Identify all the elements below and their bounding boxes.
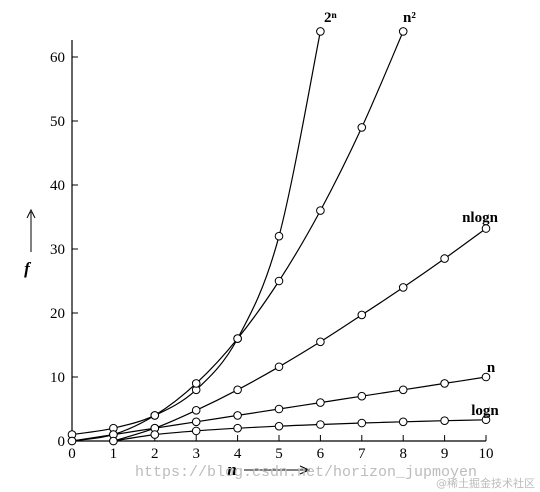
data-point-logn [233,423,242,433]
data-point-nlogn [481,224,491,233]
data-point-logn [440,416,449,426]
data-point-n [67,436,77,446]
y-tick-label: 30 [50,242,65,258]
x-tick-label: 10 [479,446,494,462]
data-point-n-squared [316,206,325,215]
curve-nlogn [113,228,487,442]
x-tick-label: 6 [317,446,325,462]
x-tick-label: 9 [441,446,449,462]
x-tick-label: 8 [399,446,407,462]
data-point-nlogn [274,362,284,372]
data-point-logn [274,421,284,431]
data-point-nlogn [316,337,325,347]
watermark-url: https://blog.csdn.net/horizon_jupmoyen [135,464,477,481]
data-point-n [191,417,201,427]
data-point-logn [481,415,491,425]
data-point-n [316,398,325,407]
series-label-n-squared: n² [403,10,416,26]
series-label-logn: logn [471,403,499,419]
data-point-logn [316,420,325,429]
data-point-2-pow-n [274,231,284,241]
axes: 0 1 2 3 4 5 6 7 8 9 10 0 10 20 30 40 50 60 f n [24,40,494,479]
data-point-logn [357,418,367,428]
x-tick-label: 7 [358,446,366,462]
data-point-logn [191,426,201,436]
data-point-n-squared [357,123,367,132]
data-point-n [233,411,242,420]
curve-logn [113,419,487,442]
curve-2-pow-n [71,31,321,436]
data-point-n [398,385,408,395]
x-axis-title: n [227,460,236,479]
x-tick-label: 0 [68,446,76,462]
data-point-n [481,372,491,382]
y-tick-label: 10 [50,370,65,386]
data-point-n-squared [274,276,284,286]
data-point-n [357,391,367,401]
y-tick-label: 40 [50,178,65,194]
x-tick-label: 5 [275,446,283,462]
data-point-logn [109,436,118,446]
data-point-nlogn [398,283,408,292]
data-point-nlogn [191,405,201,415]
x-tick-label: 1 [110,446,118,462]
y-tick-label: 50 [50,114,65,130]
data-point-logn [150,430,160,439]
y-tick-label: 20 [50,306,65,322]
x-tick-label: 2 [151,446,159,462]
data-point-n-squared [398,27,408,36]
data-point-nlogn [233,385,242,395]
x-tick-label: 3 [192,446,200,462]
y-axis-arrow-head [26,208,36,219]
y-tick-label: 0 [58,434,66,450]
data-point-logn [398,417,408,427]
data-point-nlogn [357,310,367,320]
y-tick-label: 60 [50,50,65,66]
data-point-2-pow-n [316,27,325,36]
series-curves [71,31,487,442]
data-point-n [440,379,449,388]
series-label-nlogn: nlogn [462,210,499,226]
curve-n-squared [71,31,404,442]
data-point-n [274,404,284,414]
data-point-n-squared [150,411,160,420]
series-label-n: n [487,360,496,376]
data-point-n-squared [191,379,201,388]
x-axis-arrow-head [299,465,311,475]
series-markers [67,27,491,446]
watermark-site: @稀土掘金技术社区 [436,476,535,490]
series-label-2-pow-n: 2ⁿ [324,10,338,26]
data-point-nlogn [440,254,449,263]
x-tick-label: 4 [234,446,242,462]
y-axis-title: f [24,259,32,278]
data-point-n-squared [233,334,242,343]
